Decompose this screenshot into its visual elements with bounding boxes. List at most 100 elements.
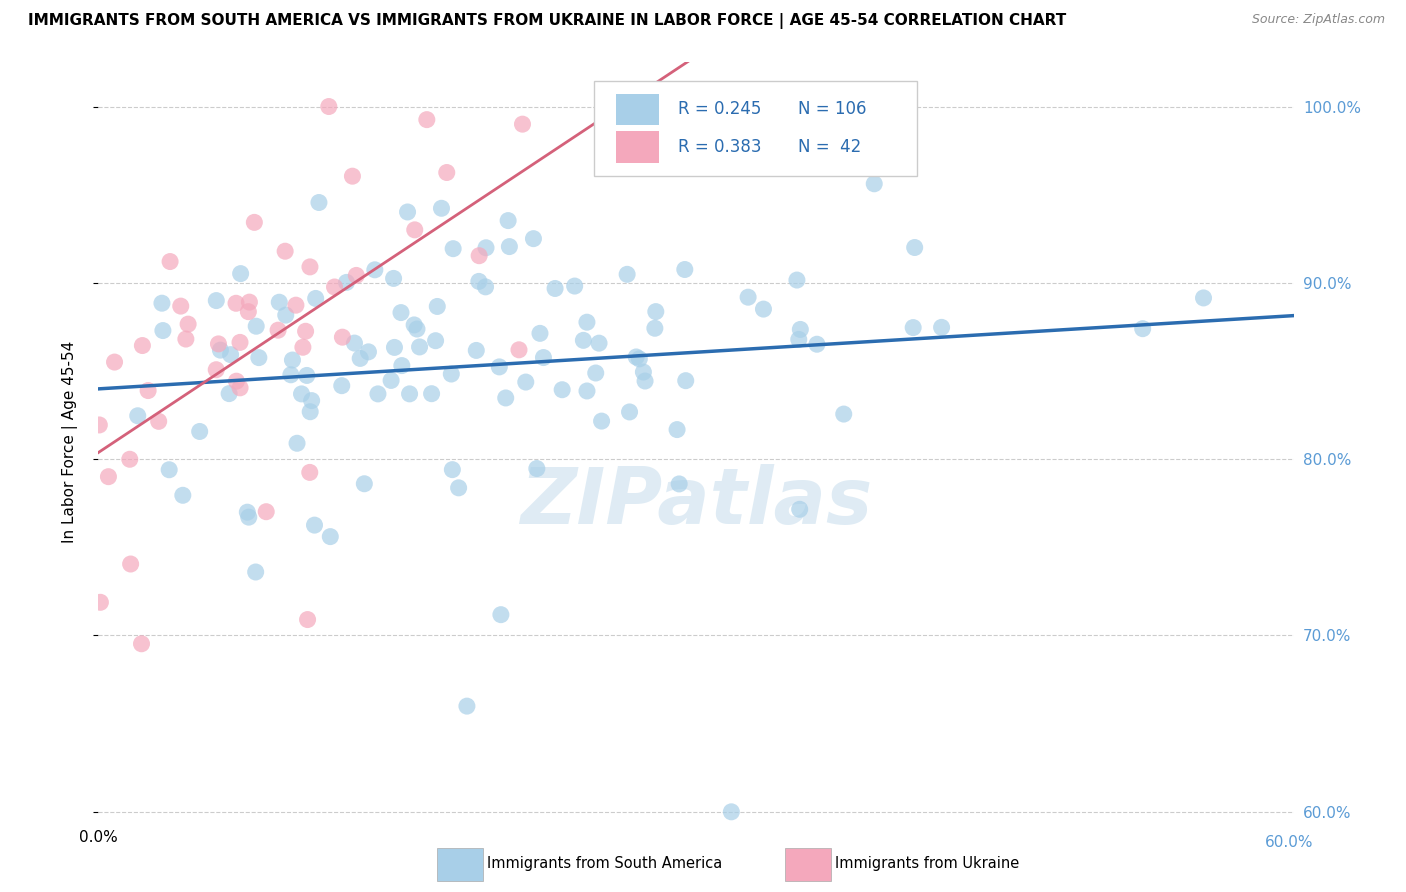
Point (219, 348, 242, 362)
Point (644, 304, 666, 318)
Point (498, 239, 520, 253)
Point (468, 274, 491, 288)
Point (447, 481, 470, 495)
Point (342, 169, 364, 184)
Point (152, 324, 174, 338)
Point (533, 351, 555, 365)
Point (441, 242, 464, 256)
Point (343, 336, 366, 351)
Point (120, 557, 142, 571)
Text: N =  42: N = 42 (797, 138, 860, 156)
Point (97, 469, 120, 483)
Point (441, 462, 464, 476)
Point (353, 476, 375, 491)
Point (236, 505, 259, 519)
Point (456, 699, 478, 714)
Point (267, 323, 290, 337)
Point (299, 405, 322, 419)
Point (308, 195, 330, 210)
Point (285, 436, 308, 450)
Point (380, 374, 402, 388)
Y-axis label: In Labor Force | Age 45-54: In Labor Force | Age 45-54 (62, 341, 77, 542)
Point (628, 351, 651, 366)
Point (634, 374, 657, 388)
Point (297, 613, 319, 627)
Point (238, 510, 260, 524)
Point (396, 205, 419, 219)
Point (131, 637, 153, 651)
FancyBboxPatch shape (785, 847, 831, 880)
Point (863, 177, 886, 191)
Point (304, 518, 326, 533)
Point (157, 463, 180, 477)
Point (389, 305, 412, 319)
Point (209, 343, 232, 358)
Point (229, 335, 252, 350)
Point (752, 302, 775, 317)
Point (544, 281, 567, 295)
Point (832, 407, 855, 421)
Point (496, 213, 519, 227)
Point (170, 299, 193, 313)
Point (319, 530, 342, 544)
Point (177, 317, 200, 331)
Text: Source: ZipAtlas.com: Source: ZipAtlas.com (1251, 13, 1385, 27)
Point (280, 368, 302, 382)
Point (245, 565, 267, 579)
FancyBboxPatch shape (616, 94, 659, 126)
Point (522, 232, 544, 246)
Point (118, 452, 141, 467)
Point (644, 321, 666, 335)
Text: R = 0.383: R = 0.383 (678, 138, 762, 156)
Point (382, 271, 405, 285)
Point (404, 318, 426, 332)
Point (508, 343, 530, 357)
Point (205, 362, 228, 376)
Point (243, 215, 266, 229)
Text: Immigrants from Ukraine: Immigrants from Ukraine (835, 855, 1019, 871)
Text: 60.0%: 60.0% (1264, 835, 1313, 850)
Point (591, 414, 613, 428)
Point (512, 117, 534, 131)
Point (616, 268, 638, 282)
Point (737, 290, 759, 304)
Point (89, 417, 111, 432)
Point (931, 320, 953, 334)
Point (323, 280, 346, 294)
Point (290, 387, 312, 401)
Point (391, 359, 413, 373)
Point (136, 384, 159, 398)
Point (489, 607, 512, 622)
Point (789, 322, 811, 336)
Point (1192, 291, 1215, 305)
Point (720, 805, 742, 819)
Point (281, 353, 304, 368)
Point (440, 367, 463, 381)
Point (633, 365, 655, 379)
Text: Immigrants from South America: Immigrants from South America (486, 855, 723, 871)
Point (526, 461, 548, 475)
Point (398, 387, 420, 401)
Point (436, 165, 458, 179)
Point (229, 267, 252, 281)
Point (318, 99, 340, 113)
Point (406, 322, 429, 336)
Point (301, 393, 323, 408)
Point (475, 241, 498, 255)
Point (229, 381, 252, 395)
Point (488, 359, 510, 374)
Point (305, 292, 328, 306)
Point (172, 488, 194, 502)
Point (159, 254, 181, 268)
FancyBboxPatch shape (595, 81, 917, 177)
Text: ZIPatlas: ZIPatlas (520, 464, 872, 541)
Point (238, 304, 260, 318)
Point (575, 315, 598, 329)
Point (666, 423, 689, 437)
FancyBboxPatch shape (436, 847, 484, 880)
Point (668, 477, 690, 491)
Point (294, 324, 316, 338)
Point (274, 244, 297, 259)
Point (225, 374, 247, 388)
Point (247, 351, 270, 365)
